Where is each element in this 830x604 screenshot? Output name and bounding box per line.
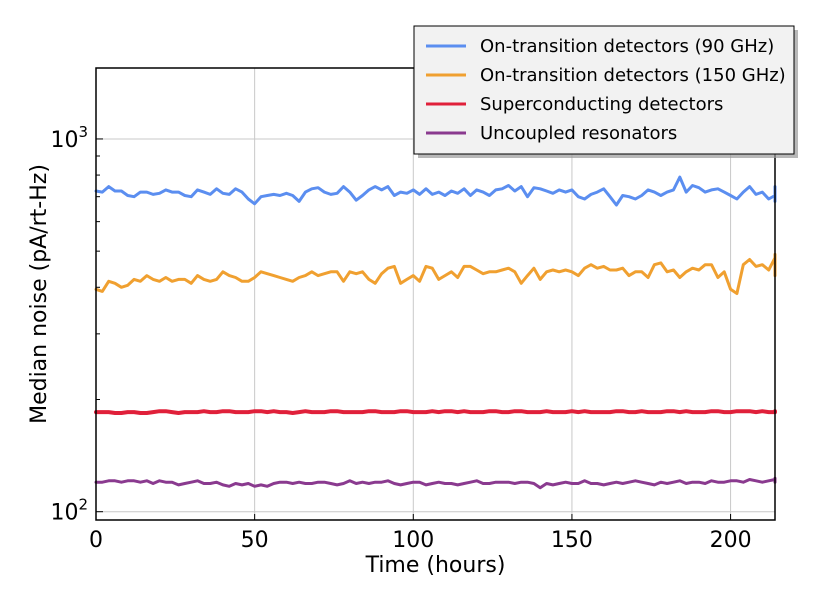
legend-label: On-transition detectors (90 GHz) xyxy=(480,36,774,57)
series-line xyxy=(94,252,777,295)
series-line xyxy=(94,476,777,490)
y-tick-label: 103 xyxy=(50,123,88,153)
x-tick-label: 100 xyxy=(392,528,434,553)
legend-label: Superconducting detectors xyxy=(480,94,723,115)
x-tick-label: 200 xyxy=(710,528,752,553)
legend-box xyxy=(413,25,795,155)
x-axis-label: Time (hours) xyxy=(365,553,506,578)
x-tick-label: 0 xyxy=(89,528,103,553)
axis-ticks: 0 50 100 150 200 102 103 xyxy=(50,123,751,553)
legend: On-transition detectors (90 GHz) On-trans… xyxy=(413,25,798,158)
y-tick-label: 102 xyxy=(50,496,88,526)
series-lines xyxy=(94,175,777,490)
legend-label: On-transition detectors (150 GHz) xyxy=(480,65,786,86)
series-line xyxy=(94,409,777,415)
legend-label: Uncoupled resonators xyxy=(480,123,677,144)
x-tick-label: 50 xyxy=(241,528,269,553)
series-line xyxy=(94,175,777,207)
x-tick-label: 150 xyxy=(551,528,593,553)
y-axis-label: Median noise (pA/rt-Hz) xyxy=(27,164,52,424)
